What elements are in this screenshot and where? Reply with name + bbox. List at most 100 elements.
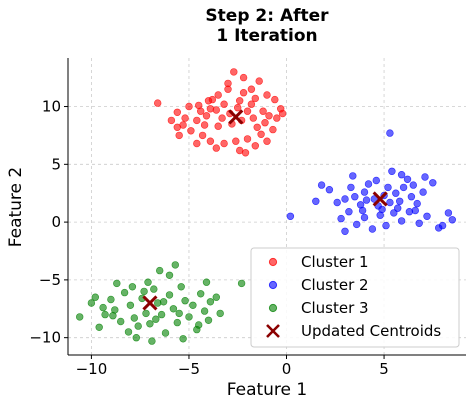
data-point	[171, 261, 180, 269]
data-point	[255, 77, 263, 85]
data-point	[208, 95, 217, 104]
data-point	[269, 125, 277, 134]
data-point	[197, 290, 205, 298]
y-tick-label: −10	[29, 329, 61, 347]
data-point	[370, 195, 378, 203]
data-point	[95, 323, 103, 331]
x-axis-label: Feature 1	[227, 380, 307, 400]
data-point	[75, 313, 84, 321]
data-point	[438, 221, 447, 230]
data-point	[134, 322, 142, 330]
data-point	[409, 181, 417, 189]
legend-marker	[268, 280, 278, 290]
data-point	[239, 73, 248, 82]
data-point	[317, 181, 326, 189]
data-point	[193, 116, 201, 125]
data-point	[148, 337, 156, 345]
data-point	[99, 303, 107, 312]
data-point	[220, 139, 228, 148]
data-point	[249, 114, 258, 122]
data-point	[341, 227, 349, 236]
data-point	[140, 287, 148, 296]
data-point	[156, 266, 164, 275]
data-point	[109, 312, 117, 320]
data-point	[243, 135, 252, 143]
legend-label: Cluster 2	[301, 276, 369, 294]
data-point	[448, 216, 456, 224]
axes	[67, 58, 466, 356]
data-point	[218, 114, 226, 122]
data-point	[232, 137, 240, 145]
data-point	[273, 114, 281, 122]
data-point	[107, 295, 115, 304]
data-point	[154, 99, 162, 107]
legend-label: Cluster 1	[301, 253, 369, 271]
series-3	[75, 261, 246, 345]
data-point	[198, 131, 207, 140]
data-point	[165, 291, 174, 299]
y-axis-label: Feature 2	[6, 167, 26, 247]
data-point	[154, 299, 162, 307]
series-2	[286, 129, 456, 236]
data-point	[152, 315, 160, 323]
data-point	[206, 298, 215, 306]
data-point	[251, 142, 260, 150]
data-point	[360, 188, 369, 196]
series-1	[154, 68, 287, 157]
x-tick-label: −5	[178, 360, 200, 378]
data-point	[181, 114, 189, 122]
data-point	[286, 212, 295, 221]
data-point	[358, 206, 367, 215]
data-point	[179, 121, 187, 129]
data-point	[193, 139, 201, 148]
data-point	[243, 107, 252, 115]
data-point	[403, 175, 412, 184]
data-point	[263, 137, 271, 145]
data-point	[146, 320, 154, 328]
data-point	[206, 137, 215, 145]
data-point	[132, 334, 141, 342]
data-point	[116, 317, 125, 326]
data-point	[444, 209, 453, 217]
legend-marker	[268, 303, 278, 313]
data-point	[175, 309, 183, 318]
data-point	[230, 68, 238, 76]
data-point	[120, 288, 129, 297]
ticks: −10 −5 0 5 −10 −5 0 5 10	[29, 98, 388, 378]
data-point	[185, 313, 193, 321]
x-tick-label: −10	[76, 360, 108, 378]
chart-title-line-2: 1 Iteration	[216, 26, 317, 46]
data-point	[271, 95, 279, 104]
data-point	[384, 183, 392, 192]
data-point	[214, 122, 222, 130]
chart-title-line-1: Step 2: After	[205, 6, 329, 26]
data-point	[388, 167, 396, 176]
data-point	[362, 196, 371, 204]
legend-label: Updated Centroids	[301, 322, 441, 340]
data-point	[372, 176, 380, 185]
data-point	[175, 131, 183, 140]
data-point	[265, 112, 273, 120]
data-point	[407, 193, 416, 201]
data-point	[167, 116, 176, 125]
x-tick-label: 0	[282, 360, 292, 378]
data-point	[378, 205, 386, 214]
data-point	[173, 108, 182, 117]
data-point	[214, 91, 222, 99]
series-layer	[75, 68, 456, 345]
data-point	[364, 180, 373, 188]
centroid-layer	[142, 109, 388, 311]
data-point	[251, 94, 260, 103]
data-point	[349, 172, 357, 180]
data-point	[195, 321, 203, 329]
data-point	[263, 91, 271, 99]
centroid-marker	[228, 109, 244, 125]
data-point	[200, 121, 209, 129]
data-point	[382, 221, 390, 230]
data-point	[181, 297, 189, 305]
data-point	[421, 173, 429, 181]
data-point	[360, 213, 369, 222]
data-point	[202, 278, 211, 286]
centroid-marker	[142, 295, 158, 311]
